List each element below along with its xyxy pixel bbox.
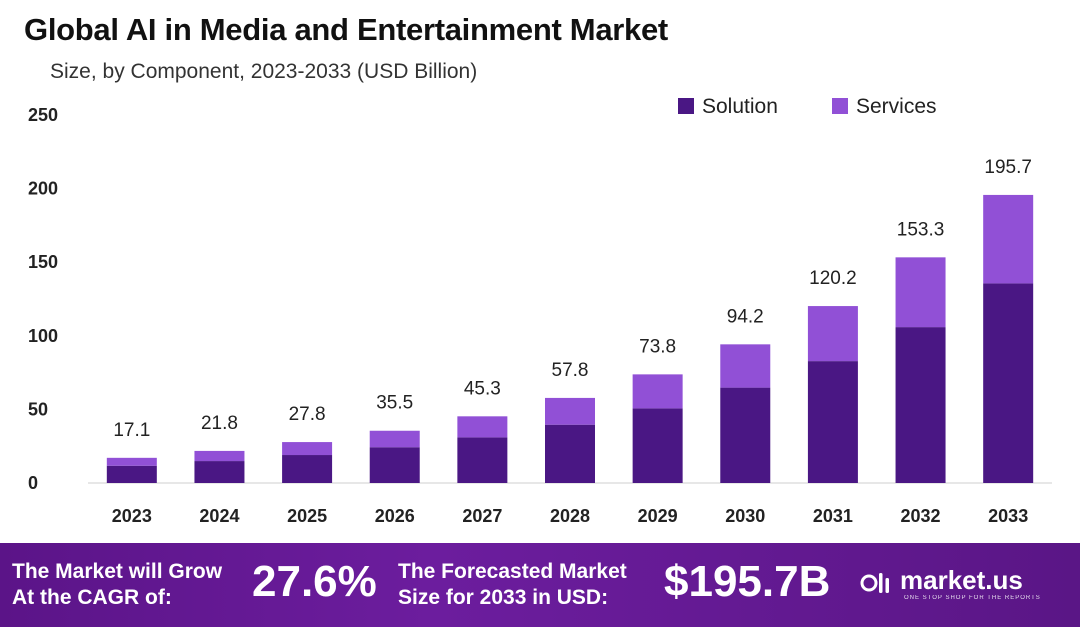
x-tick-label: 2028 (550, 506, 590, 526)
y-tick-label: 0 (28, 473, 38, 493)
x-tick-label: 2033 (988, 506, 1028, 526)
x-tick-label: 2026 (375, 506, 415, 526)
bar-total-label: 195.7 (984, 157, 1032, 178)
brand-name: market.us (900, 565, 1023, 595)
bar-total-label: 57.8 (552, 360, 589, 381)
brand[interactable]: market.us ONE STOP SHOP FOR THE REPORTS (860, 565, 1060, 605)
bar-total-label: 17.1 (113, 420, 150, 441)
bar-total-label: 94.2 (727, 306, 764, 327)
x-tick-label: 2032 (901, 506, 941, 526)
bar-total-label: 21.8 (201, 413, 238, 434)
bar-solution-2030 (720, 387, 771, 483)
brand-tagline: ONE STOP SHOP FOR THE REPORTS (904, 595, 1041, 601)
legend-swatch-services (832, 98, 848, 114)
bar-total-label: 35.5 (376, 393, 413, 414)
bar-solution-2032 (895, 327, 946, 483)
bar-services-2029 (632, 374, 683, 409)
bar-services-2026 (369, 430, 420, 448)
legend-swatch-solution (678, 98, 694, 114)
bar-total-label: 120.2 (809, 268, 857, 289)
y-axis-ticks: 0 50 100 150 200 250 (28, 105, 58, 493)
bar-services-2030 (720, 344, 771, 388)
x-tick-label: 2030 (725, 506, 765, 526)
bar-services-2025 (282, 442, 333, 456)
x-tick-label: 2031 (813, 506, 853, 526)
chart-subtitle: Size, by Component, 2023-2033 (USD Billi… (50, 60, 478, 83)
cagr-label-line1: The Market will Grow (12, 560, 223, 583)
bar-solution-2028 (545, 424, 595, 483)
forecast-label-line1: The Forecasted Market (398, 560, 627, 583)
bar-services-2023 (106, 457, 157, 466)
chart-card: Global AI in Media and Entertainment Mar… (24, 12, 1052, 526)
y-tick-label: 150 (28, 252, 58, 272)
summary-banner: The Market will Grow At the CAGR of: 27.… (0, 543, 1080, 627)
x-tick-label: 2024 (199, 506, 239, 526)
legend-label-solution: Solution (702, 95, 778, 118)
bar-total-label: 45.3 (464, 378, 501, 399)
y-tick-label: 200 (28, 179, 58, 199)
forecast-label-line2: Size for 2033 in USD: (398, 586, 609, 609)
bar-services-2032 (895, 257, 946, 328)
market-us-logo-icon (860, 573, 889, 593)
bar-solution-2031 (807, 361, 858, 483)
chart-title: Global AI in Media and Entertainment Mar… (24, 12, 668, 47)
bar-total-label: 73.8 (639, 336, 676, 357)
y-tick-label: 100 (28, 326, 58, 346)
bar-solution-2029 (632, 408, 683, 483)
bars (106, 194, 1034, 483)
cagr-value: 27.6% (252, 557, 377, 606)
bar-solution-2026 (369, 447, 420, 483)
x-tick-label: 2023 (112, 506, 152, 526)
bar-solution-2025 (282, 455, 333, 483)
legend-label-services: Services (856, 95, 937, 118)
x-tick-label: 2027 (462, 506, 502, 526)
forecast-value: $195.7B (664, 557, 831, 606)
bar-services-2024 (194, 450, 245, 462)
legend: Solution Services (678, 95, 937, 118)
bar-services-2033 (983, 194, 1034, 284)
y-tick-label: 250 (28, 105, 58, 125)
bar-solution-2033 (983, 283, 1034, 483)
bar-services-2031 (807, 306, 858, 362)
bar-services-2027 (457, 416, 508, 438)
x-axis-ticks: 2023 2024 2025 2026 2027 2028 2029 2030 2031 2032… (112, 506, 1028, 526)
value-labels: 17.1 21.8 27.8 35.5 45.3 57.8 73.8 94.2 120.2 153… (113, 157, 1032, 441)
bar-services-2028 (545, 397, 595, 425)
bar-solution-2023 (106, 465, 157, 483)
bar-total-label: 153.3 (897, 219, 945, 240)
x-tick-label: 2025 (287, 506, 327, 526)
bar-solution-2024 (194, 461, 245, 483)
y-tick-label: 50 (28, 399, 48, 419)
x-tick-label: 2029 (638, 506, 678, 526)
bar-total-label: 27.8 (289, 404, 326, 425)
bar-solution-2027 (457, 437, 508, 483)
cagr-label-line2: At the CAGR of: (12, 586, 172, 609)
